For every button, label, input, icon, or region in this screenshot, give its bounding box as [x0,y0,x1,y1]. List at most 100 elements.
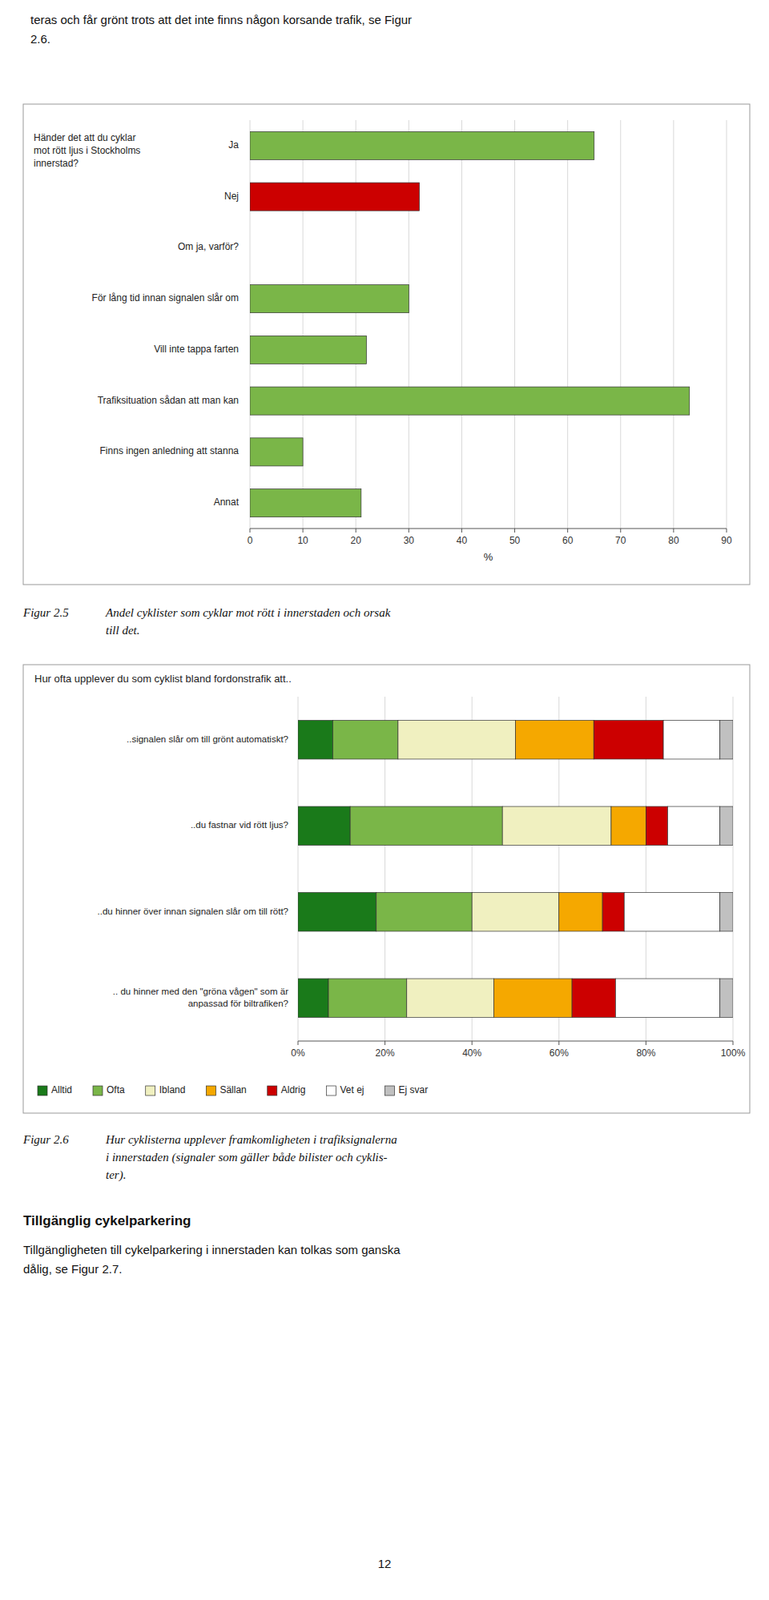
bar-segment [720,720,733,760]
category-label: ..signalen slår om till grönt automatisk… [126,734,289,745]
legend-swatch [326,1086,336,1096]
bar-segment [615,978,720,1018]
text-line: Figur 2.5 [22,606,69,620]
bar-segment [645,806,668,846]
text-line: Ofta [106,1084,125,1096]
body-text: 2.6. [30,32,51,46]
text-line: i innerstaden (signaler som gäller både … [105,1151,388,1165]
text-line: 20% [375,1047,395,1059]
bar-segment [376,893,472,932]
bar-segment [406,978,495,1018]
caption: Figur 2.5 [22,606,69,620]
text-line: till det. [105,624,141,637]
category-label: ..du fastnar vid rött ljus? [190,820,289,830]
tick-label: 60 [562,535,574,547]
bar-segment [571,978,616,1018]
bar-segment [297,978,329,1018]
text-line: ..signalen slår om till grönt automatisk… [126,734,289,745]
tick-mark [645,1041,647,1046]
text-line: 20 [350,535,363,547]
bar-segment [720,978,733,1018]
category-label: Nej [224,190,239,202]
tick-mark [355,528,357,533]
legend-label: Aldrig [281,1084,306,1096]
text-line: Sällan [219,1084,246,1096]
axis-label: % [483,551,494,564]
text-line: Trafiksituation sådan att man kan [97,394,239,407]
text-line: 80 [668,535,680,547]
legend-swatch [267,1086,278,1096]
grid-line [461,120,463,529]
text-line: 60 [562,535,574,547]
text-line: 10 [297,535,309,547]
text-line: Händer det att du cyklar [33,132,136,144]
text-line: 0% [290,1047,306,1059]
tick-label: 0% [290,1047,306,1059]
category-label: Finns ingen anledning att stanna [100,446,240,458]
bar-segment [297,720,333,760]
text-line: Finns ingen anledning att stanna [100,446,240,458]
category-label: Trafiksituation sådan att man kan [97,394,239,407]
grid-line [567,120,568,529]
tick-label: 100% [720,1047,746,1059]
bars [249,131,690,517]
text-line: Tillgänglig cykelparkering [23,1213,191,1229]
text-line: Hur ofta upplever du som cyklist bland f… [34,672,292,685]
bar-segment [668,806,721,846]
legend-swatch [37,1086,48,1096]
text-line: dålig, se Figur 2.7. [23,1262,122,1277]
grid-line [514,120,516,529]
bar-segment [515,720,595,760]
tick-mark [297,1041,299,1046]
tick-mark [384,1041,386,1046]
caption: Figur 2.6 [22,1133,69,1147]
tick-label: 0 [247,535,254,547]
text-line: Ej svar [398,1084,428,1096]
text-line: Om ja, varför? [177,241,239,254]
bar [249,438,303,467]
grid-line [249,120,251,529]
tick-label: 50 [509,535,521,547]
legend-label: Alltid [51,1084,73,1096]
tick-mark [461,528,463,533]
text-line: Hur cyklisterna upplever framkomligheten… [104,1133,398,1147]
tick-mark [732,1041,734,1046]
text-line: Aldrig [281,1084,306,1096]
text-line: Tillgängligheten till cykelparkering i i… [23,1243,401,1257]
text-line: innerstad? [33,157,79,170]
text-line: 12 [378,1557,392,1571]
text-line: Andel cyklister som cyklar mot rött i in… [104,606,391,620]
tick-label: 20 [350,535,363,547]
bar-segment [611,806,646,846]
bar-segment [328,978,407,1018]
tick-mark [249,528,251,533]
category-label: ..du hinner över innan signalen slår om … [97,906,289,917]
tick-label: 70 [615,535,627,547]
legend-label: Ofta [106,1084,125,1096]
chart: Hur ofta upplever du som cyklist bland f… [23,664,750,1114]
x-axis-line [249,528,727,530]
bar-segment [720,806,733,846]
page: teras och får grönt trots att det inte f… [0,0,769,1600]
text-line: ..du hinner över innan signalen slår om … [97,906,289,917]
body-text: teras och får grönt trots att det inte f… [30,12,412,27]
legend-label: Ej svar [398,1084,428,1096]
bar-segment [493,978,572,1018]
grid-line [408,120,410,529]
chart: 0102030405060708090%JaNejOm ja, varför?F… [23,104,750,585]
legend-swatch [205,1086,216,1096]
bar [249,285,409,314]
bar-segment [502,806,612,846]
text-line: 0 [247,535,254,547]
x-axis: 0102030405060708090% [247,120,733,564]
bar [249,386,690,415]
body-text: dålig, se Figur 2.7. [23,1262,122,1277]
chart-frame [23,664,750,1114]
tick-mark [558,1041,560,1046]
tick-label: 30 [403,535,415,547]
tick-mark [302,528,304,533]
text-line: anpassad för biltrafiken? [188,998,289,1009]
legend-label: Vet ej [339,1084,364,1096]
text-line: Figur 2.6 [22,1133,69,1147]
heading: Tillgänglig cykelparkering [23,1213,191,1229]
